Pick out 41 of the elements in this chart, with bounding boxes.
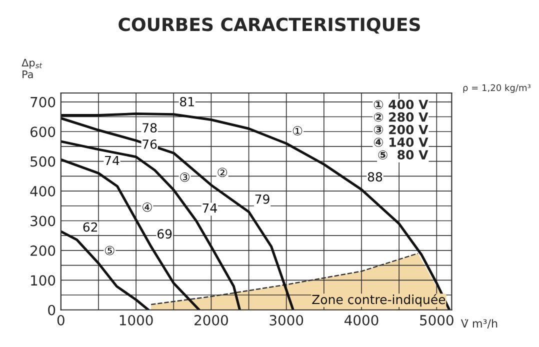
annotation: 62	[83, 222, 98, 232]
y-tick-label: 600	[30, 126, 56, 138]
annotation: 74	[202, 203, 217, 213]
annotation: ③ 200 V	[374, 124, 428, 134]
text: ρ = 1,20 kg/m³	[463, 84, 530, 93]
y-tick-label: 100	[31, 275, 56, 286]
annotation: 88	[368, 172, 382, 182]
annotation: 76	[142, 139, 157, 149]
annotation: 78	[142, 123, 157, 133]
annotation: ⑤ 80 V	[378, 150, 428, 160]
x-axis-title: V̇ m³/h	[460, 319, 498, 329]
annotation: 81	[180, 96, 194, 106]
annotation: ① 400 V	[374, 100, 428, 110]
y-axis-title: Δp$_{st}$ Pa	[22, 58, 42, 78]
annotation: ④	[142, 202, 152, 212]
annotation: ③	[180, 172, 190, 182]
x-tick-label: 0	[57, 314, 64, 326]
y-tick-label: 200	[30, 245, 56, 256]
y-tick-label: 400	[30, 186, 56, 197]
annotation: ⑤	[104, 246, 114, 256]
x-tick-label: 4000	[344, 314, 378, 326]
x-tick-label: 2000	[194, 314, 228, 326]
annotation: 74	[105, 156, 120, 166]
annotation: ② 280 V	[374, 112, 428, 122]
x-tick-label: 5000	[420, 314, 454, 326]
annotation: ①	[292, 126, 302, 136]
annotation: ②	[218, 168, 228, 178]
x-tick-label: 1000	[120, 314, 153, 326]
line-series	[60, 158, 200, 310]
annotation: Zone contre-indiquée	[312, 294, 446, 307]
x-tick-label: 3000	[270, 314, 304, 326]
y-tick-label: 0	[48, 304, 56, 316]
annotation: 69	[158, 229, 172, 239]
y-tick-label: 500	[30, 156, 56, 167]
y-tick-label: 300	[30, 216, 56, 226]
line-series	[60, 140, 242, 310]
line-series	[60, 230, 150, 310]
y-tick-label: 700	[30, 96, 56, 108]
annotation: ④ 140 V	[374, 137, 428, 147]
chart-title: COURBES CARACTERISTIQUES	[118, 18, 420, 34]
annotation: 79	[255, 194, 270, 204]
